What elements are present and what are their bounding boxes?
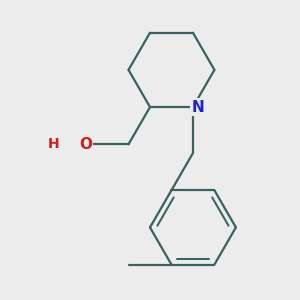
Text: O: O bbox=[79, 137, 92, 152]
Text: H: H bbox=[47, 137, 59, 151]
Text: N: N bbox=[191, 100, 204, 115]
